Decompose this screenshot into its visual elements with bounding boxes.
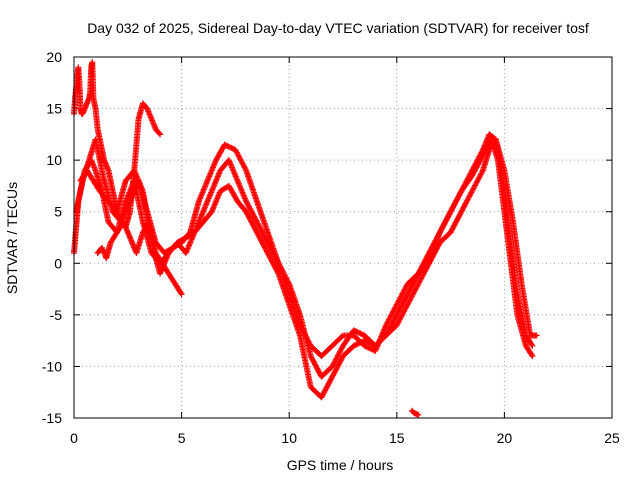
x-tick-label: 0: [70, 430, 78, 446]
data-point: [362, 343, 369, 350]
data-point: [415, 411, 422, 418]
data-point: [350, 327, 357, 334]
data-point: [365, 344, 372, 351]
data-point: [354, 329, 361, 336]
data-point: [364, 344, 371, 351]
x-tick-label: 25: [604, 430, 620, 446]
data-point: [358, 338, 365, 345]
data-point: [221, 141, 228, 148]
data-point: [242, 166, 249, 173]
data-point: [356, 329, 363, 336]
data-point: [350, 342, 357, 349]
data-point: [365, 339, 372, 346]
data-point: [225, 143, 232, 150]
data-point: [353, 328, 360, 335]
data-point: [177, 289, 184, 296]
data-point: [357, 330, 364, 337]
data-point: [529, 353, 536, 360]
data-point: [227, 144, 234, 151]
data-point: [366, 340, 373, 347]
y-tick-label: 15: [46, 101, 62, 117]
y-tick-label: 10: [46, 152, 62, 168]
data-point: [352, 342, 359, 349]
data-point: [354, 340, 361, 347]
data-layer: [71, 59, 540, 418]
x-tick-label: 15: [389, 430, 405, 446]
data-point: [362, 338, 369, 345]
y-tick-label: 5: [54, 204, 62, 220]
y-axis-label: SDTVAR / TECUs: [4, 182, 20, 294]
data-point: [357, 339, 364, 346]
data-point: [361, 342, 368, 349]
data-point: [352, 327, 359, 334]
data-point: [366, 345, 373, 352]
data-point: [156, 130, 163, 137]
data-point: [528, 351, 535, 358]
series-mid-scatter: [94, 219, 185, 298]
data-point: [364, 338, 371, 345]
data-point: [353, 341, 360, 348]
data-point: [229, 145, 236, 152]
data-point: [361, 337, 368, 344]
data-point: [528, 341, 535, 348]
data-point: [222, 142, 229, 149]
data-point: [368, 340, 375, 347]
y-tick-label: 0: [54, 255, 62, 271]
x-tick-label: 10: [281, 430, 297, 446]
data-point: [358, 331, 365, 338]
data-point: [157, 131, 164, 138]
x-axis-label: GPS time / hours: [287, 457, 394, 473]
data-point: [356, 340, 363, 347]
data-point: [338, 333, 345, 340]
y-tick-label: 20: [46, 49, 62, 65]
x-tick-label: 20: [497, 430, 513, 446]
series-isolated: [408, 407, 422, 418]
data-point: [224, 142, 231, 149]
chart-title: Day 032 of 2025, Sidereal Day-to-day VTE…: [87, 20, 589, 36]
y-tick-label: -15: [42, 410, 62, 426]
plot-frame: [73, 56, 613, 419]
data-point: [228, 144, 235, 151]
data-point: [529, 342, 536, 349]
series-early-burst: [71, 59, 164, 231]
data-point: [285, 279, 292, 286]
tick-layer: 0 5 10 15 20 25 -15 -10 -5 0 5 10 15 20: [42, 49, 620, 446]
y-tick-label: -5: [50, 307, 63, 323]
data-point: [274, 269, 281, 276]
data-point: [479, 168, 486, 175]
x-tick-label: 5: [178, 430, 186, 446]
y-tick-label: -10: [42, 358, 62, 374]
data-point: [533, 332, 540, 339]
data-point: [178, 291, 185, 298]
